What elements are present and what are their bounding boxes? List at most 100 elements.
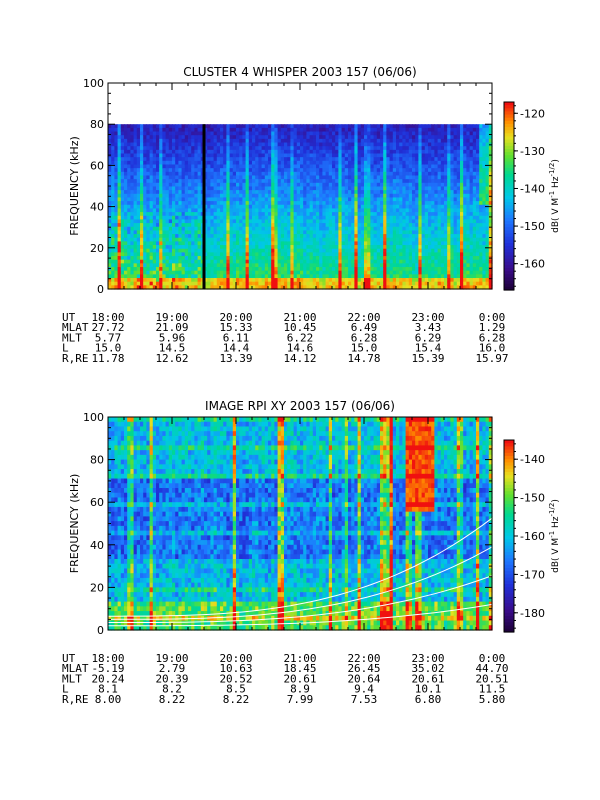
colorbar-tick-label: -170 <box>520 568 545 581</box>
colorbar-tick-label: -160 <box>520 258 545 271</box>
ephemeris-row-label: MLT <box>62 672 82 685</box>
ephemeris-row-label: R,RE <box>62 352 89 365</box>
ephemeris-value: 10.63 <box>219 662 252 675</box>
ephemeris-value: 20.24 <box>91 672 124 685</box>
ephemeris-value: 7.53 <box>351 693 378 706</box>
ephemeris-value: 8.1 <box>98 683 118 696</box>
spectrogram <box>108 417 493 631</box>
colorbar-label-part: ) <box>551 499 561 503</box>
ephemeris-value: 2.79 <box>159 662 186 675</box>
ephemeris-value: 23:00 <box>411 652 444 665</box>
colorbar-tick-label: -160 <box>520 530 545 543</box>
ephemeris-value: 12.62 <box>155 352 188 365</box>
y-tick-label: 60 <box>90 159 104 172</box>
ephemeris-value: 19:00 <box>155 311 188 324</box>
ephemeris-value: 20.39 <box>155 672 188 685</box>
ephemeris-value: 6.80 <box>415 693 442 706</box>
colorbar-label-part: dB( V M <box>551 198 561 233</box>
ephemeris-value: 8.22 <box>223 693 250 706</box>
ephemeris-value: 22:00 <box>347 652 380 665</box>
ephemeris-value: 21:00 <box>283 652 316 665</box>
colorbar-tick-label: -150 <box>520 220 545 233</box>
colorbar: -140 -150 -160 -170 -180 dB( V M-1 Hz-1/2) <box>503 439 561 633</box>
colorbar-tick-label: -180 <box>520 607 545 620</box>
ephemeris-value: 20.64 <box>347 672 380 685</box>
ephemeris-value: 10.1 <box>415 683 442 696</box>
y-tick-label: 20 <box>90 581 104 594</box>
ephemeris-value: 15.0 <box>351 342 378 355</box>
ephemeris-value: 8.2 <box>162 683 182 696</box>
ephemeris-value: 20:00 <box>219 652 252 665</box>
ephemeris-value: 8.22 <box>159 693 186 706</box>
colorbar-tick-label: -130 <box>520 145 545 158</box>
panel-title: IMAGE RPI XY 2003 157 (06/06) <box>205 399 395 413</box>
frequency-trace <box>108 575 493 623</box>
ephemeris-value: 14.78 <box>347 352 380 365</box>
ephemeris-value: 21.09 <box>155 321 188 334</box>
colorbar-label: dB( V M-1 Hz-1/2) <box>548 159 561 233</box>
y-tick-label: 0 <box>97 624 104 637</box>
spectrogram <box>108 124 493 290</box>
panel-1: CLUSTER 4 WHISPER 2003 157 (06/06) 0 20 40 6… <box>62 65 561 365</box>
colorbar-label-part: -1/2 <box>548 163 556 177</box>
ephemeris-row-label: MLT <box>62 331 82 344</box>
ephemeris-value: 18.45 <box>283 662 316 675</box>
y-tick-label: 100 <box>83 411 104 424</box>
ephemeris-row-label: UT <box>62 311 76 324</box>
ephemeris-row-label: L <box>62 342 69 355</box>
ephemeris-value: 35.02 <box>411 662 444 675</box>
ephemeris-value: 6.28 <box>351 331 378 344</box>
colorbar-tick-label: -150 <box>520 492 545 505</box>
y-axis-label: FREQUENCY (kHz) <box>68 136 81 236</box>
y-tick-label: 0 <box>97 283 104 296</box>
colorbar-tick-label: -140 <box>520 182 545 195</box>
ephemeris-value: 44.70 <box>475 662 508 675</box>
ephemeris-value: 15.0 <box>95 342 122 355</box>
ephemeris-value: 20:00 <box>219 311 252 324</box>
y-tick-label: 80 <box>90 454 104 467</box>
ephemeris-value: 15.33 <box>219 321 252 334</box>
ephemeris-value: 1.29 <box>479 321 506 334</box>
ephemeris-value: 0:00 <box>479 311 506 324</box>
ephemeris-value: 20.61 <box>283 672 316 685</box>
colorbar-tick-label: -120 <box>520 107 545 120</box>
ephemeris-value: 19:00 <box>155 652 188 665</box>
ephemeris-table: UT 18:00 19:00 20:00 21:00 22:00 23:00 0:00 MLAT… <box>62 652 509 706</box>
ephemeris-value: 11.5 <box>479 683 506 696</box>
ephemeris-value: 6.11 <box>223 331 250 344</box>
ephemeris-value: 15.39 <box>411 352 444 365</box>
ephemeris-value: 5.96 <box>159 331 186 344</box>
ephemeris-value: 5.80 <box>479 693 506 706</box>
frequency-trace <box>107 546 493 620</box>
ephemeris-value: 6.49 <box>351 321 378 334</box>
ephemeris-value: 8.9 <box>290 683 310 696</box>
ephemeris-value: 9.4 <box>354 683 374 696</box>
ephemeris-value: -5.19 <box>91 662 124 675</box>
ephemeris-value: 16.0 <box>479 342 506 355</box>
ephemeris-value: 20.52 <box>219 672 252 685</box>
ephemeris-value: 18:00 <box>91 652 124 665</box>
panel-2: IMAGE RPI XY 2003 157 (06/06) 0 20 40 60 80 10… <box>62 399 561 706</box>
ephemeris-value: 5.77 <box>95 331 122 344</box>
y-tick-label: 100 <box>83 77 104 90</box>
ephemeris-value: 6.29 <box>415 331 442 344</box>
ephemeris-value: 20.51 <box>475 672 508 685</box>
ephemeris-row-label: R,RE <box>62 693 89 706</box>
ephemeris-value: 6.28 <box>479 331 506 344</box>
ephemeris-value: 15.4 <box>415 342 442 355</box>
y-tick-label: 40 <box>90 539 104 552</box>
ephemeris-value: 14.5 <box>159 342 186 355</box>
colorbar-label-part: -1 <box>548 191 556 198</box>
colorbar-label-part: Hz <box>551 176 561 191</box>
ephemeris-table: UT 18:00 19:00 20:00 21:00 22:00 23:00 0:00 MLAT… <box>62 311 509 365</box>
colorbar-label-part: Hz <box>551 516 561 531</box>
frequency-trace <box>108 517 493 617</box>
ephemeris-value: 6.22 <box>287 331 314 344</box>
colorbar-tick-label: -140 <box>520 453 545 466</box>
ephemeris-value: 0:00 <box>479 652 506 665</box>
ephemeris-value: 10.45 <box>283 321 316 334</box>
colorbar-label-part: dB( V M <box>551 538 561 573</box>
ephemeris-value: 14.4 <box>223 342 250 355</box>
y-tick-label: 80 <box>90 118 104 131</box>
